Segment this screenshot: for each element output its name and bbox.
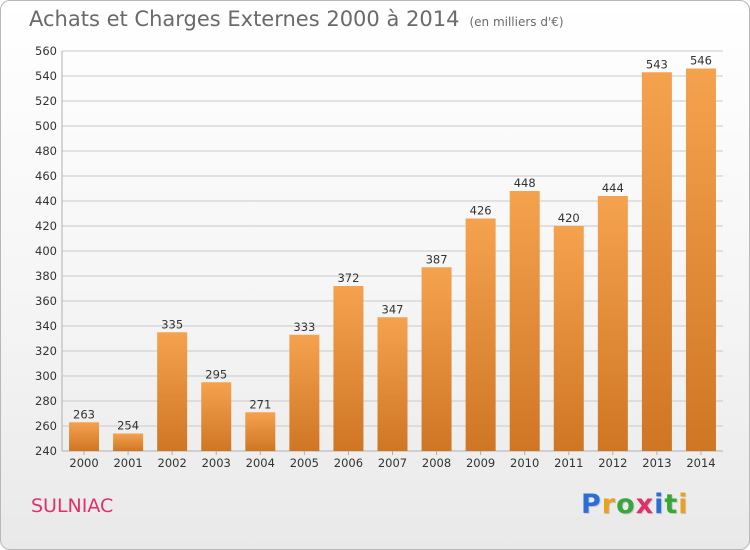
x-tick-label: 2010 bbox=[510, 456, 539, 470]
brand-letter: x bbox=[635, 489, 655, 520]
y-tick-label: 280 bbox=[35, 394, 57, 408]
data-label: 387 bbox=[426, 252, 448, 266]
x-tick-label: 2002 bbox=[158, 456, 187, 470]
brand-letter: o bbox=[616, 489, 636, 520]
y-tick-label: 340 bbox=[35, 319, 57, 333]
bar bbox=[69, 422, 100, 451]
chart-subtitle: (en milliers d'€) bbox=[469, 15, 564, 29]
y-tick-label: 260 bbox=[35, 419, 57, 433]
x-tick-label: 2005 bbox=[290, 456, 319, 470]
data-label: 271 bbox=[249, 397, 271, 411]
y-tick-label: 440 bbox=[35, 194, 57, 208]
brand-letter: i bbox=[678, 489, 689, 520]
y-tick-label: 420 bbox=[35, 219, 57, 233]
bar bbox=[509, 191, 540, 451]
data-label: 543 bbox=[646, 57, 668, 71]
data-label: 295 bbox=[205, 367, 227, 381]
bar bbox=[157, 332, 188, 451]
x-tick-label: 2003 bbox=[202, 456, 231, 470]
x-tick-label: 2011 bbox=[554, 456, 583, 470]
bar bbox=[553, 226, 584, 451]
y-tick-label: 500 bbox=[35, 119, 57, 133]
y-axis: 240 260 280 300 320 340 360 380 400 420 440 460 480 5… bbox=[35, 44, 57, 458]
y-tick-label: 520 bbox=[35, 94, 57, 108]
title-row: Achats et Charges Externes 2000 à 2014 (e… bbox=[29, 7, 564, 31]
y-tick-label: 300 bbox=[35, 369, 57, 383]
bar bbox=[421, 267, 452, 451]
bar bbox=[377, 317, 408, 451]
data-label: 347 bbox=[382, 302, 404, 316]
y-tick-label: 400 bbox=[35, 244, 57, 258]
bar bbox=[465, 218, 496, 451]
data-labels: 263 254 335 295 271 333 372 347 387 426 448 420 444 5… bbox=[73, 54, 712, 433]
x-tick-label: 2008 bbox=[422, 456, 451, 470]
y-tick-label: 240 bbox=[35, 444, 57, 458]
x-tick-label: 2004 bbox=[246, 456, 275, 470]
brand-letter: P bbox=[581, 489, 602, 520]
brand-letter: t bbox=[664, 489, 679, 520]
y-tick-label: 360 bbox=[35, 294, 57, 308]
bar bbox=[685, 68, 716, 451]
y-tick-label: 380 bbox=[35, 269, 57, 283]
brand-letter: r bbox=[601, 489, 617, 520]
x-tick-label: 2009 bbox=[466, 456, 495, 470]
data-label: 263 bbox=[73, 407, 95, 421]
y-tick-label: 460 bbox=[35, 169, 57, 183]
bar bbox=[333, 286, 364, 451]
x-tick-label: 2007 bbox=[378, 456, 407, 470]
bar bbox=[597, 196, 628, 451]
bar bbox=[641, 72, 672, 451]
x-tick-label: 2012 bbox=[598, 456, 627, 470]
data-label: 333 bbox=[293, 320, 315, 334]
x-tick-label: 2013 bbox=[642, 456, 671, 470]
data-label: 372 bbox=[337, 271, 359, 285]
y-tick-label: 560 bbox=[35, 44, 57, 58]
brand-logo: Proxiti bbox=[581, 489, 689, 520]
chart-title: Achats et Charges Externes 2000 à 2014 bbox=[29, 7, 460, 31]
data-label: 335 bbox=[161, 317, 183, 331]
bar bbox=[289, 334, 320, 451]
bars bbox=[69, 68, 716, 451]
y-tick-label: 540 bbox=[35, 69, 57, 83]
x-tick-label: 2014 bbox=[686, 456, 715, 470]
location-label: SULNIAC bbox=[31, 495, 114, 517]
y-tick-label: 480 bbox=[35, 144, 57, 158]
bar bbox=[113, 433, 144, 451]
data-label: 426 bbox=[470, 204, 492, 218]
data-label: 444 bbox=[602, 181, 624, 195]
x-tick-label: 2006 bbox=[334, 456, 363, 470]
bar bbox=[245, 412, 276, 451]
x-axis: 2000 2001 2002 2003 2004 2005 2006 2007 2008 2009… bbox=[69, 451, 716, 470]
data-label: 420 bbox=[558, 211, 580, 225]
y-tick-label: 320 bbox=[35, 344, 57, 358]
bar bbox=[201, 382, 232, 451]
brand-letter: i bbox=[654, 489, 665, 520]
x-tick-label: 2001 bbox=[113, 456, 142, 470]
x-tick-label: 2000 bbox=[69, 456, 98, 470]
data-label: 546 bbox=[690, 54, 712, 68]
data-label: 254 bbox=[117, 419, 139, 433]
data-label: 448 bbox=[514, 176, 536, 190]
